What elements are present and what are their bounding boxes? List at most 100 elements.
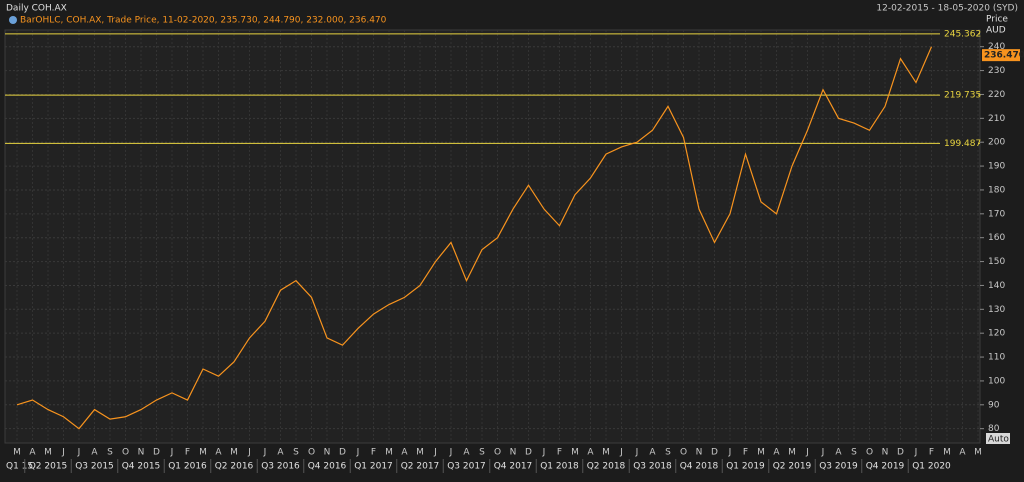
y-tick-label: 190 [988,162,1005,172]
x-tick-label: F [371,448,376,458]
x-tick-label: J [170,448,174,458]
x-tick-label: J [914,448,918,458]
y-tick-label: 200 [988,138,1005,148]
x-tick-label: J [542,448,546,458]
chart-title: Daily COH.AX [6,4,67,14]
quarter-label: Q2 2015 [29,462,68,472]
last-price-label: 236.470 [984,51,1024,61]
x-tick-label: J [821,448,825,458]
plot-area [4,29,981,444]
x-tick-label: N [324,448,331,458]
legend-text: BarOHLC, COH.AX, Trade Price, 11-02-2020… [20,16,387,26]
x-tick-label: M [230,448,238,458]
reference-label-bg [940,90,978,101]
reference-label-bg [940,138,978,149]
y-axis-unit: AUD [986,26,1006,36]
x-tick-label: J [433,448,437,458]
x-tick-label: O [680,448,687,458]
x-tick-label: M [199,448,207,458]
x-tick-label: D [153,448,160,458]
x-tick-label: J [449,448,453,458]
x-tick-label: A [959,448,966,458]
quarter-label: Q1 2016 [168,462,207,472]
x-tick-label: A [835,448,842,458]
reference-label: 245.362 [944,29,981,39]
x-tick-label: S [665,448,671,458]
y-tick-label: 140 [988,281,1005,291]
y-tick-label: 90 [988,400,1000,410]
x-tick-label: F [743,448,748,458]
quarter-label: Q2 2017 [401,462,440,472]
reference-label: 199.487 [944,139,981,149]
x-tick-label: D [711,448,718,458]
quarter-label: Q1 2018 [540,462,579,472]
y-axis-label: Price [986,15,1008,25]
quarter-label: Q4 2016 [308,462,347,472]
x-tick-label: O [308,448,315,458]
x-tick-label: F [929,448,934,458]
quarter-label: Q4 2018 [680,462,719,472]
x-tick-label: A [649,448,656,458]
x-tick-label: J [61,448,65,458]
x-tick-label: A [587,448,594,458]
quarter-label: Q1 15 [6,462,33,472]
y-tick-label: 170 [988,209,1005,219]
x-tick-label: J [635,448,639,458]
x-tick-label: J [805,448,809,458]
y-tick-label: 110 [988,353,1005,363]
x-tick-label: S [107,448,113,458]
date-range: 12-02-2015 - 18-05-2020 (SYD) [876,4,1018,14]
quarter-label: Q4 2017 [494,462,533,472]
quarter-label: Q2 2019 [773,462,812,472]
y-tick-label: 230 [988,66,1005,76]
y-tick-label: 130 [988,305,1005,315]
auto-button[interactable] [986,433,1010,444]
y-tick-label: 220 [988,90,1005,100]
y-tick-label: 150 [988,257,1005,267]
x-tick-label: D [525,448,532,458]
quarter-label: Q2 2016 [215,462,254,472]
x-tick-label: A [91,448,98,458]
quarter-label: Q3 2016 [261,462,300,472]
x-tick-label: O [866,448,873,458]
x-tick-label: A [215,448,222,458]
x-tick-label: M [602,448,610,458]
x-tick-label: D [339,448,346,458]
x-tick-label: M [571,448,579,458]
reference-label-bg [940,28,978,39]
x-tick-label: S [479,448,485,458]
auto-button-label[interactable]: Auto [988,435,1009,445]
x-tick-label: M [788,448,796,458]
x-tick-label: N [510,448,517,458]
x-tick-label: D [897,448,904,458]
quarter-label: Q1 2019 [726,462,765,472]
x-tick-label: M [385,448,393,458]
x-tick-label: M [943,448,951,458]
quarter-label: Q1 2020 [912,462,951,472]
y-tick-label: 240 [988,42,1005,52]
x-tick-label: S [851,448,857,458]
quarter-label: Q3 2018 [633,462,672,472]
x-tick-label: S [293,448,299,458]
x-tick-label: A [401,448,408,458]
quarter-label: Q3 2019 [819,462,858,472]
y-tick-label: 210 [988,114,1005,124]
x-tick-label: N [696,448,703,458]
x-tick-label: F [557,448,562,458]
x-tick-label: J [356,448,360,458]
y-tick-label: 160 [988,233,1005,243]
x-tick-label: M [44,448,52,458]
x-tick-label: J [77,448,81,458]
reference-label: 219.735 [944,91,981,101]
quarter-label: Q3 2015 [75,462,114,472]
x-tick-label: J [263,448,267,458]
x-tick-label: O [494,448,501,458]
quarter-label: Q4 2019 [866,462,905,472]
price-line [16,46,933,430]
legend-icon [9,16,17,24]
x-tick-label: M [974,448,982,458]
quarter-label: Q3 2017 [447,462,486,472]
quarter-label: Q2 2018 [587,462,626,472]
x-tick-label: J [728,448,732,458]
